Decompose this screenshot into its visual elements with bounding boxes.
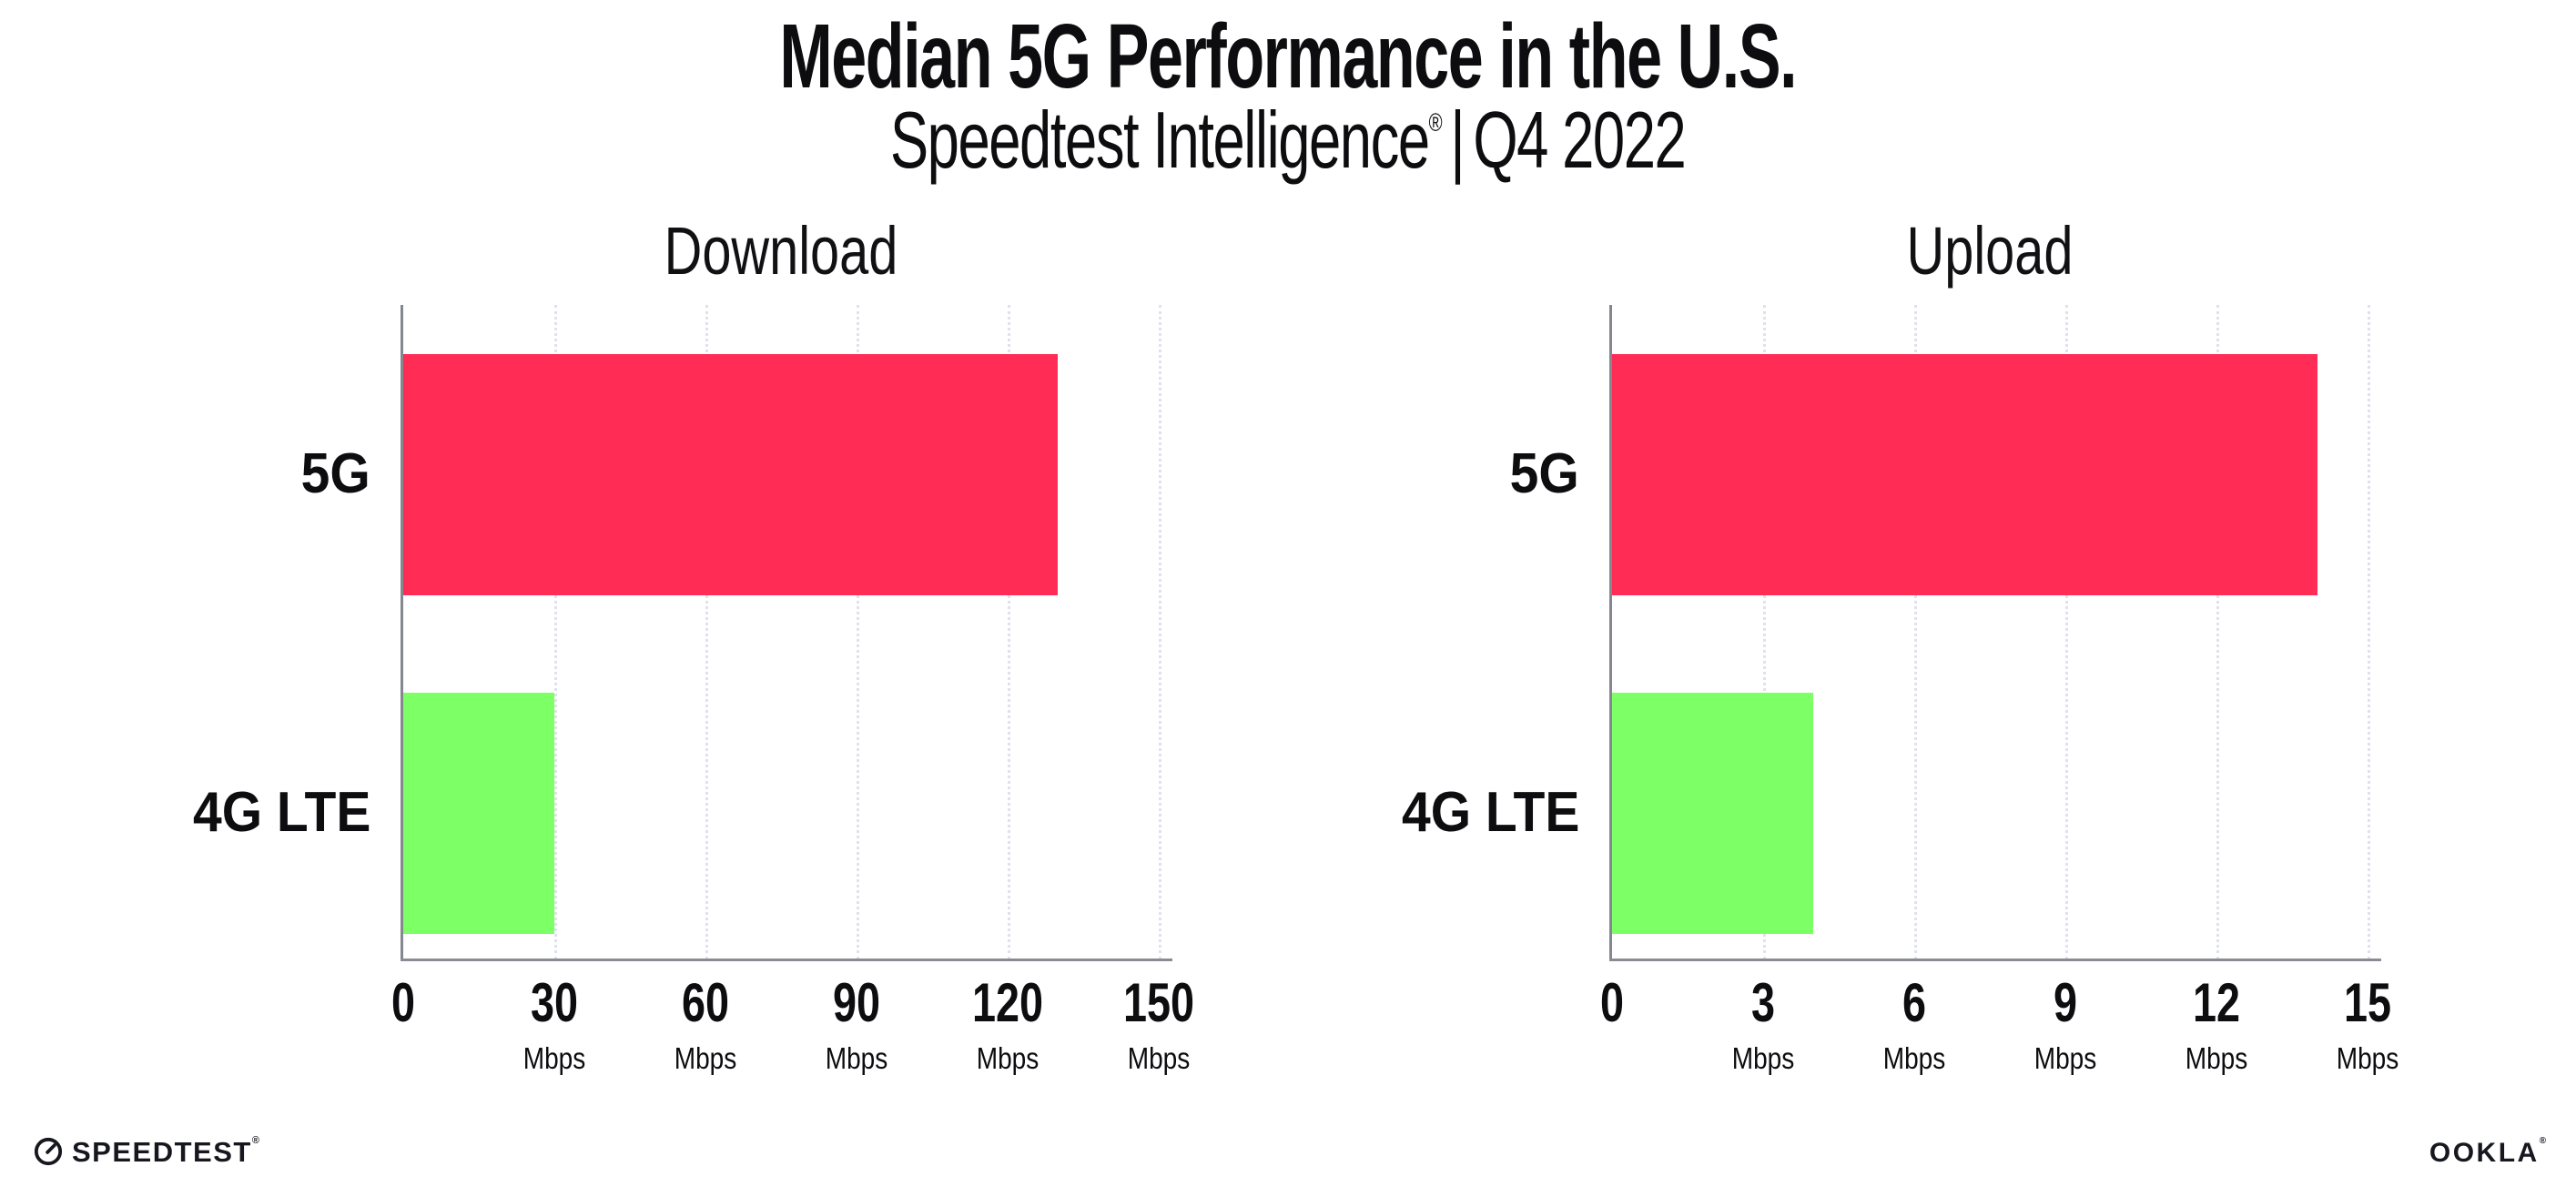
5g-download-bar [403,354,1059,595]
tick-label-90-download: 90 [832,972,881,1033]
tick-unit-60-download: Mbps [674,1041,737,1075]
download-y-axis-line [401,305,403,961]
header: Median 5G Performance in the U.S. Speedt… [0,5,2576,180]
tick-label-6-upload: 6 [1902,972,1927,1033]
registered-mark: ® [1429,107,1443,137]
tick-unit-120-download: Mbps [976,1041,1040,1075]
speedtest-wordmark: SPEEDTEST® [72,1134,261,1168]
gridline-9-upload [2065,305,2068,959]
gridline-15-upload [2368,305,2370,959]
5g-upload-bar [1612,354,2317,595]
category-label-5g-download: 5G [300,442,370,505]
tick-unit-90-download: Mbps [825,1041,888,1075]
tick-label-60-download: 60 [681,972,730,1033]
gridline-30-download [554,305,557,959]
tick-unit-6-upload: Mbps [1882,1041,1946,1075]
category-label-5g-upload: 5G [1509,442,1579,505]
tick-label-0-upload: 0 [1599,972,1625,1033]
gridline-6-upload [1914,305,1917,959]
download-chart: Download 5G 4G LTE 0 30 Mbps 60 Mbps 90 Mbps 120 M… [193,218,1194,1074]
gridline-60-download [705,305,708,959]
4g-lte-download-bar [403,693,554,934]
category-label-4g-lte-download: 4G LTE [192,781,370,844]
upload-plot-area: 5G 4G LTE 0 3 Mbps 6 Mbps 9 Mbps 12 Mbps 15 Mbps [1402,305,2399,1073]
subtitle-divider: | [1450,95,1465,185]
subtitle-brand: Speedtest Intelligence [890,95,1430,185]
gridline-12-upload [2216,305,2219,959]
gridline-90-download [857,305,859,959]
upload-chart-title: Upload [1906,213,2074,289]
ookla-wordmark: OOKLA® [2429,1136,2546,1168]
tick-label-3-upload: 3 [1750,972,1776,1033]
tick-label-0-download: 0 [390,972,416,1033]
tick-label-9-upload: 9 [2053,972,2078,1033]
gridline-3-upload [1763,305,1766,959]
tick-unit-15-upload: Mbps [2336,1041,2399,1075]
upload-y-axis-line [1609,305,1612,961]
speedtest-logo: SPEEDTEST® [33,1134,261,1168]
speedtest-registered-mark: ® [251,1134,261,1146]
gridline-120-download [1008,305,1010,959]
tick-unit-3-upload: Mbps [1731,1041,1795,1075]
upload-chart: Upload 5G 4G LTE 0 3 Mbps 6 Mbps 9 Mbps 12 Mbps 15 M… [1402,218,2399,1074]
tick-unit-12-upload: Mbps [2185,1041,2248,1075]
gridline-150-download [1159,305,1161,959]
upload-x-axis-line [1609,959,2381,961]
tick-label-150-download: 150 [1122,972,1195,1033]
download-plot-area: 5G 4G LTE 0 30 Mbps 60 Mbps 90 Mbps 120 Mbps 150 Mbp… [193,305,1194,1073]
page-subtitle: Speedtest Intelligence® | Q4 2022 [0,100,2576,180]
speedtest-gauge-icon [33,1136,64,1167]
tick-label-15-upload: 15 [2343,972,2392,1033]
tick-label-30-download: 30 [530,972,579,1033]
tick-unit-150-download: Mbps [1127,1041,1191,1075]
4g-lte-upload-bar [1612,693,1814,934]
category-label-4g-lte-upload: 4G LTE [1401,781,1579,844]
tick-label-120-download: 120 [971,972,1044,1033]
tick-unit-9-upload: Mbps [2033,1041,2097,1075]
tick-label-12-upload: 12 [2192,972,2241,1033]
ookla-registered-mark: ® [2539,1136,2546,1147]
subtitle-period: Q4 2022 [1473,95,1687,185]
ookla-logo: OOKLA® [2429,1136,2546,1168]
page-title: Median 5G Performance in the U.S. [779,5,1798,107]
download-x-axis-line [401,959,1172,961]
tick-unit-30-download: Mbps [522,1041,586,1075]
download-chart-title: Download [664,213,898,289]
